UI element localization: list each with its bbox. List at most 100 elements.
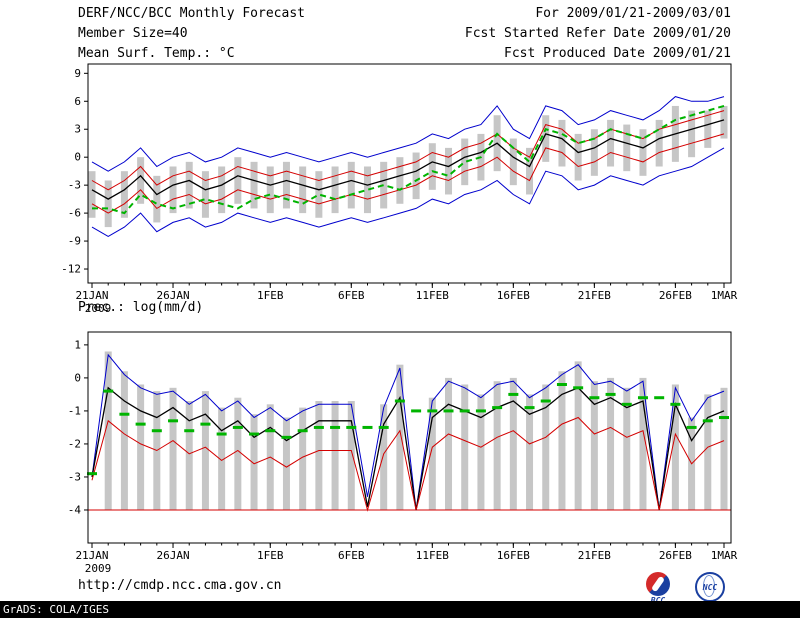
precip-chart: 1 0 -1 -2 -3 -4 21JAN 26JAN 1FEB 6FEB 11FEB 16FEB 21… <box>68 331 738 575</box>
spread-bar <box>412 152 420 200</box>
spread-bar <box>218 166 226 214</box>
observation-marker <box>103 389 114 393</box>
source-url[interactable]: http://cmdp.ncc.cma.gov.cn <box>78 578 282 593</box>
spread-bar <box>380 161 388 209</box>
spread-bar <box>445 147 453 195</box>
spread-bar <box>347 401 355 510</box>
y-tick-label: -9 <box>68 235 81 248</box>
ensemble-min-line <box>91 147 725 237</box>
spread-bar <box>671 384 679 510</box>
observation-marker <box>313 425 324 429</box>
grads-credit-text: GrADS: COLA/IGES <box>3 603 109 616</box>
x-tick-label: 16FEB <box>497 289 530 302</box>
ensemble-max-line <box>91 353 725 511</box>
spread-bar <box>477 394 485 510</box>
y-tick-label: -1 <box>68 404 81 417</box>
x-tick-label: 21JAN <box>75 549 108 562</box>
observation-marker <box>686 425 697 429</box>
temp-chart-title: Mean Surf. Temp.: °C <box>78 46 235 61</box>
spread-bar <box>169 166 177 214</box>
spread-bar <box>104 351 112 510</box>
spread-bar <box>363 166 371 214</box>
precip-chart-title: Prec.: log(mm/d) <box>78 300 204 315</box>
x-tick-label: 21FEB <box>578 289 611 302</box>
spread-bar <box>623 124 631 172</box>
member-size-label: Member Size=40 <box>78 26 188 41</box>
spread-bar <box>120 171 128 218</box>
x-tick-label: 1MAR <box>711 289 738 302</box>
spread-bar <box>299 166 307 214</box>
y-tick-label: 0 <box>74 371 81 384</box>
observation-marker <box>119 412 130 416</box>
spread-bar <box>315 171 323 218</box>
y-tick-label: 6 <box>74 95 81 108</box>
y-tick-label: -3 <box>68 179 81 192</box>
spread-bar <box>266 404 274 510</box>
observation-marker <box>216 432 227 436</box>
x-tick-label: 11FEB <box>416 549 449 562</box>
observation-marker <box>556 383 567 387</box>
observation-marker <box>362 425 373 429</box>
y-tick-label: -4 <box>68 503 82 516</box>
spread-bar <box>607 377 615 510</box>
ensemble-mean-line <box>91 386 725 511</box>
x-tick-label: 6FEB <box>338 289 365 302</box>
spread-bar <box>185 401 193 510</box>
lower-quartile-line <box>91 416 725 512</box>
spread-bar <box>315 401 323 510</box>
y-tick-label: 3 <box>74 123 81 136</box>
observation-marker <box>151 429 162 433</box>
spread-bar <box>477 133 485 181</box>
spread-bar <box>542 384 550 510</box>
observation-marker <box>508 392 519 396</box>
spread-bar <box>331 166 339 214</box>
spread-bar <box>185 161 193 209</box>
spread-bar <box>720 387 728 510</box>
observation-marker <box>621 402 632 406</box>
spread-bar <box>623 387 631 510</box>
spread-bar <box>428 143 436 190</box>
spread-bar <box>704 110 712 148</box>
spread-bar <box>461 138 469 186</box>
ncc-logo-icon: NCC <box>695 572 725 602</box>
spread-bar <box>639 129 647 176</box>
observation-marker <box>297 429 308 433</box>
observation-marker <box>168 419 179 423</box>
observation-marker <box>87 472 97 476</box>
refer-date-label: Fcst Started Refer Date 2009/01/20 <box>464 26 731 41</box>
spread-bar <box>509 138 517 186</box>
observation-marker <box>232 425 243 429</box>
bcc-logo: BCC <box>638 572 678 605</box>
ncc-logo-label: NCC <box>702 582 718 592</box>
observation-marker <box>654 396 665 400</box>
observation-marker <box>524 406 535 410</box>
lower-quartile-line <box>91 133 725 214</box>
spread-bar <box>234 157 242 204</box>
observation-marker <box>184 429 195 433</box>
spread-bar <box>688 110 696 158</box>
y-tick-label: -3 <box>68 470 81 483</box>
spread-bar <box>282 417 290 510</box>
observation-marker <box>394 399 405 403</box>
spread-bar <box>639 377 647 510</box>
spread-bar <box>201 171 209 218</box>
observation-marker <box>346 425 357 429</box>
observation-marker <box>330 425 341 429</box>
spread-bar <box>445 377 453 510</box>
x-tick-label: 16FEB <box>497 549 530 562</box>
spread-bar <box>250 414 258 510</box>
x-tick-label: 1MAR <box>711 549 738 562</box>
spread-bar <box>704 394 712 510</box>
spread-bar <box>590 129 598 176</box>
spread-bar <box>574 361 582 510</box>
spread-bar <box>153 175 161 223</box>
spread-bar <box>153 391 161 510</box>
observation-marker <box>540 399 551 403</box>
spread-bar <box>396 364 404 510</box>
ncc-logo: NCC <box>690 572 730 602</box>
observation-line <box>92 104 725 215</box>
y-tick-label: -6 <box>68 207 81 220</box>
spread-bar <box>396 157 404 204</box>
forecast-range-label: For 2009/01/21-2009/03/01 <box>535 6 731 21</box>
spread-bar <box>347 161 355 209</box>
